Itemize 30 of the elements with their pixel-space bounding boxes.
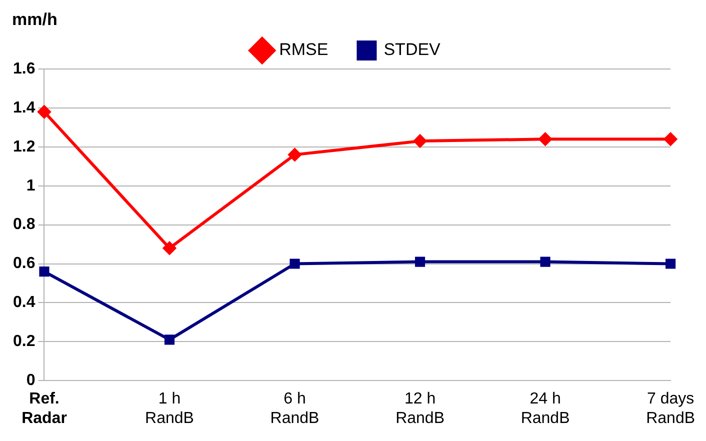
point bbox=[163, 242, 176, 255]
point bbox=[414, 134, 427, 148]
point bbox=[38, 105, 51, 118]
y-tick-label: 1.2 bbox=[12, 138, 36, 156]
y-tick-label: 1.6 bbox=[12, 60, 36, 78]
point bbox=[540, 256, 550, 267]
point bbox=[164, 334, 175, 345]
y-tick-label: 0.8 bbox=[12, 216, 36, 234]
y-tick-label: 1 bbox=[26, 177, 36, 194]
x-tick-label: 1 h RandB bbox=[145, 390, 194, 427]
point bbox=[666, 258, 676, 269]
y-axis-title: mm/h bbox=[12, 10, 58, 30]
x-tick-label: Ref. Radar bbox=[22, 390, 67, 427]
y-tick-label: 0.4 bbox=[12, 294, 36, 312]
point bbox=[414, 256, 426, 267]
point bbox=[288, 148, 302, 162]
y-tick-label: 1.4 bbox=[12, 99, 36, 116]
point bbox=[538, 132, 552, 146]
y-tick-label: 0.6 bbox=[12, 255, 36, 272]
legend-label: RMSE bbox=[279, 40, 328, 60]
legend-label: STDEV bbox=[384, 40, 442, 60]
point bbox=[664, 132, 678, 146]
y-tick-label: 0.2 bbox=[12, 333, 36, 350]
point bbox=[290, 258, 300, 269]
x-tick-label: 7 days RandB bbox=[646, 390, 695, 427]
x-tick-label: 24 h RandB bbox=[520, 390, 570, 427]
point bbox=[39, 266, 50, 277]
x-tick-label: 12 h RandB bbox=[396, 390, 444, 427]
y-tick-label: 0 bbox=[26, 372, 36, 390]
x-tick-label: 6 h RandB bbox=[270, 390, 320, 427]
